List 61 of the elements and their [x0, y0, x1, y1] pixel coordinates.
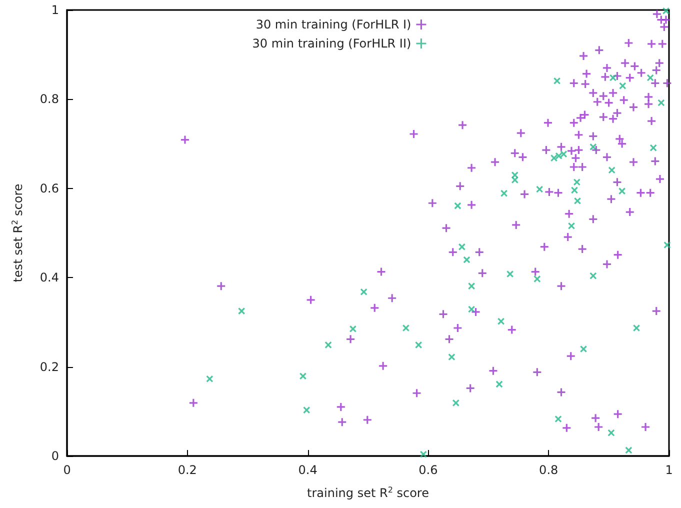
x-tick-label: 0 — [63, 463, 71, 477]
y-tick-label: 0.2 — [40, 360, 59, 374]
point — [570, 186, 578, 194]
point — [573, 178, 581, 186]
point — [590, 143, 597, 151]
point — [554, 415, 562, 423]
x-tick-label: 0.4 — [298, 463, 318, 477]
point — [302, 406, 310, 414]
point — [646, 74, 654, 82]
x-tick-label: 0.8 — [539, 463, 558, 477]
point — [534, 275, 541, 283]
point — [299, 372, 307, 380]
point — [574, 197, 582, 205]
point — [402, 324, 410, 332]
point — [414, 341, 422, 349]
point — [568, 222, 576, 230]
point — [608, 429, 615, 436]
point — [420, 450, 428, 458]
point — [658, 99, 665, 106]
y-tick-label: 1 — [51, 3, 59, 17]
point — [349, 325, 357, 333]
point — [458, 243, 466, 250]
point — [452, 399, 460, 407]
point — [496, 380, 503, 388]
y-tick-label: 0.4 — [40, 270, 59, 285]
point — [324, 341, 332, 349]
point — [454, 202, 462, 210]
point — [618, 187, 626, 195]
point — [536, 186, 544, 193]
legend-label: 30 min training (ForHLR II) — [252, 36, 412, 50]
point — [206, 375, 214, 382]
point — [625, 446, 632, 454]
point — [632, 324, 640, 332]
y-tick-label: 0.6 — [40, 181, 59, 196]
point — [650, 144, 657, 152]
point — [500, 190, 508, 197]
point — [553, 77, 561, 85]
point — [590, 272, 597, 280]
x-tick-label: 0.2 — [178, 463, 197, 477]
y-tick-label: 0 — [51, 449, 59, 463]
point — [662, 7, 670, 15]
x-tick-label: 0.6 — [418, 463, 438, 477]
point — [506, 270, 514, 278]
point — [619, 82, 626, 90]
point — [580, 345, 588, 353]
y-tick-label: 0.8 — [40, 92, 59, 106]
y-axis-title: test set R2 score — [10, 184, 25, 282]
point — [511, 176, 519, 184]
point — [608, 166, 616, 174]
point — [609, 74, 617, 82]
point — [360, 288, 368, 296]
point — [448, 353, 456, 361]
x-tick-label: 1 — [665, 463, 673, 477]
point — [511, 171, 519, 179]
point — [468, 306, 476, 313]
point — [238, 307, 246, 315]
legend-label: 30 min training (ForHLR I) — [256, 18, 412, 32]
point — [468, 282, 476, 290]
point — [463, 256, 470, 264]
point — [664, 241, 671, 249]
point — [497, 318, 505, 325]
